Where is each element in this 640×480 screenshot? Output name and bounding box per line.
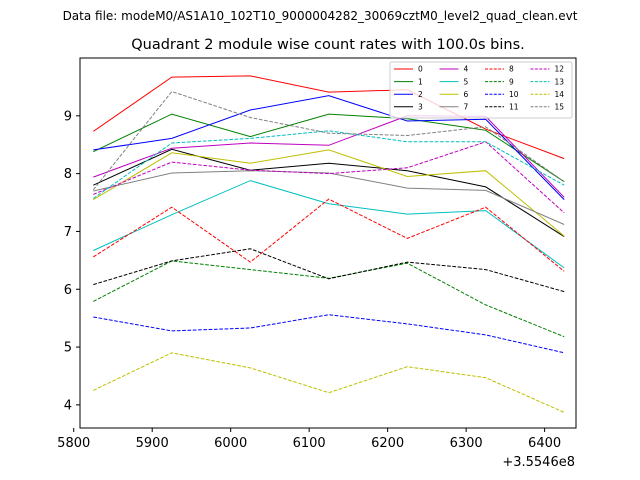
- legend-label-8: 8: [509, 65, 514, 74]
- y-tick-label: 7: [64, 225, 72, 240]
- x-tick-label: 5800: [57, 436, 90, 451]
- x-tick-label: 5900: [136, 436, 169, 451]
- legend-label-12: 12: [555, 65, 565, 74]
- y-tick-label: 4: [64, 398, 72, 413]
- x-tick-label: 6000: [214, 436, 247, 451]
- legend-label-0: 0: [418, 65, 423, 74]
- series-line-14: [93, 352, 565, 413]
- legend-label-10: 10: [509, 90, 519, 99]
- y-tick-label: 9: [64, 109, 72, 124]
- series-line-1: [93, 113, 565, 183]
- chart-title: Quadrant 2 module wise count rates with …: [131, 37, 525, 53]
- series-line-11: [93, 248, 565, 293]
- legend-label-11: 11: [509, 103, 519, 112]
- x-tick-label: 6100: [293, 436, 326, 451]
- legend-label-7: 7: [464, 103, 469, 112]
- legend-label-13: 13: [555, 77, 565, 86]
- axes-frame: [79, 57, 577, 429]
- series-line-3: [93, 148, 565, 238]
- x-offset-label: +3.5546e8: [502, 455, 575, 470]
- series-layer: [92, 75, 565, 413]
- legend-box: [389, 61, 573, 119]
- x-tick-label: 6300: [450, 436, 483, 451]
- series-line-13: [93, 130, 565, 199]
- legend-label-9: 9: [509, 77, 514, 86]
- y-tick-label: 8: [64, 167, 72, 182]
- legend-label-15: 15: [555, 103, 565, 112]
- legend-label-1: 1: [418, 77, 423, 86]
- series-line-15: [92, 90, 565, 191]
- chart-suptitle: Data file: modeM0/AS1A10_102T10_90000042…: [63, 9, 578, 23]
- series-line-2: [93, 95, 565, 200]
- legend-label-14: 14: [555, 90, 565, 99]
- x-tick-label: 6200: [371, 436, 404, 451]
- legend-label-5: 5: [464, 77, 469, 86]
- legend-label-6: 6: [464, 90, 469, 99]
- x-tick-label: 6400: [528, 436, 561, 451]
- y-tick-label: 6: [64, 283, 72, 298]
- series-line-8: [93, 198, 565, 272]
- y-tick-label: 5: [64, 341, 72, 356]
- series-line-6: [93, 149, 565, 237]
- legend-label-2: 2: [418, 90, 423, 99]
- series-line-7: [93, 170, 565, 225]
- series-line-10: [93, 314, 565, 354]
- series-line-5: [93, 180, 565, 269]
- legend-label-3: 3: [418, 103, 423, 112]
- series-line-0: [93, 75, 565, 160]
- legend-label-4: 4: [464, 65, 469, 74]
